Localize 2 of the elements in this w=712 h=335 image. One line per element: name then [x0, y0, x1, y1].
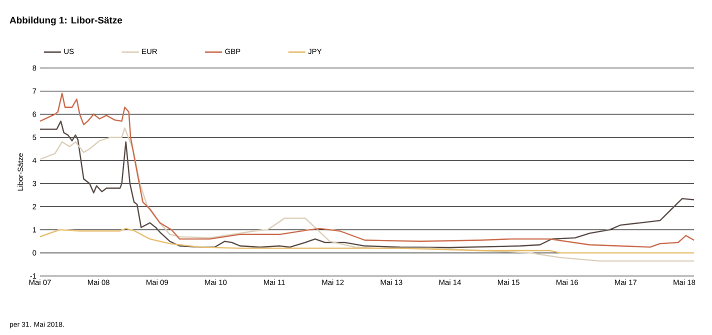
line-series [39, 92, 695, 248]
chart-title: Abbildung 1: Libor-Sätze [10, 16, 122, 26]
